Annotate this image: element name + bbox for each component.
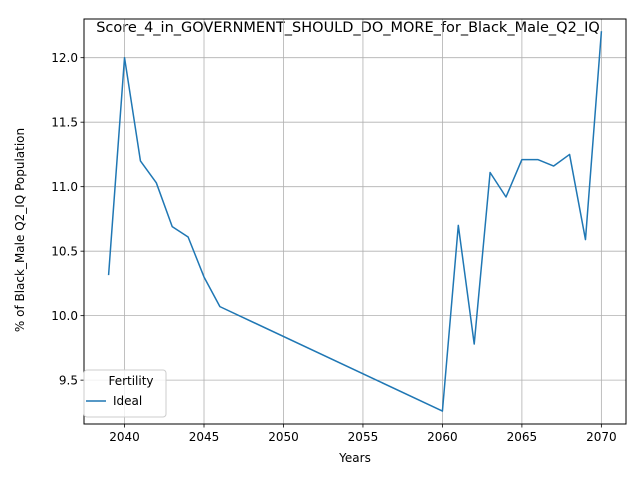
y-tick-label: 11.5 — [51, 115, 78, 129]
chart-title: Score_4_in_GOVERNMENT_SHOULD_DO_MORE_for… — [96, 20, 600, 36]
x-axis-label: Years — [338, 451, 371, 465]
x-tick-label: 2060 — [427, 430, 458, 444]
y-tick-label: 9.5 — [59, 373, 78, 387]
x-tick-label: 2050 — [268, 430, 299, 444]
legend-entry-label: Ideal — [113, 394, 142, 408]
plot-frame — [83, 18, 627, 425]
x-tick-label: 2055 — [348, 430, 379, 444]
y-tick-label: 11.0 — [51, 180, 78, 194]
legend-title: Fertility — [108, 374, 153, 388]
x-tick-label: 2045 — [189, 430, 220, 444]
axis-ticks: 2040 2045 2050 2055 2060 2065 2070 9.5 10.0 10.5 1… — [51, 51, 616, 444]
y-tick-label: 12.0 — [51, 51, 78, 65]
x-tick-label: 2070 — [586, 430, 617, 444]
y-axis-label: % of Black_Male Q2_IQ Population — [13, 128, 27, 332]
x-tick-label: 2065 — [507, 430, 538, 444]
y-tick-label: 10.5 — [51, 244, 78, 258]
x-tick-label: 2040 — [109, 430, 140, 444]
grid — [84, 19, 626, 424]
legend: Fertility Ideal — [83, 369, 167, 418]
series-group — [107, 31, 603, 412]
y-tick-label: 10.0 — [51, 309, 78, 323]
series-line-0 — [107, 31, 603, 412]
legend-box — [83, 369, 167, 418]
